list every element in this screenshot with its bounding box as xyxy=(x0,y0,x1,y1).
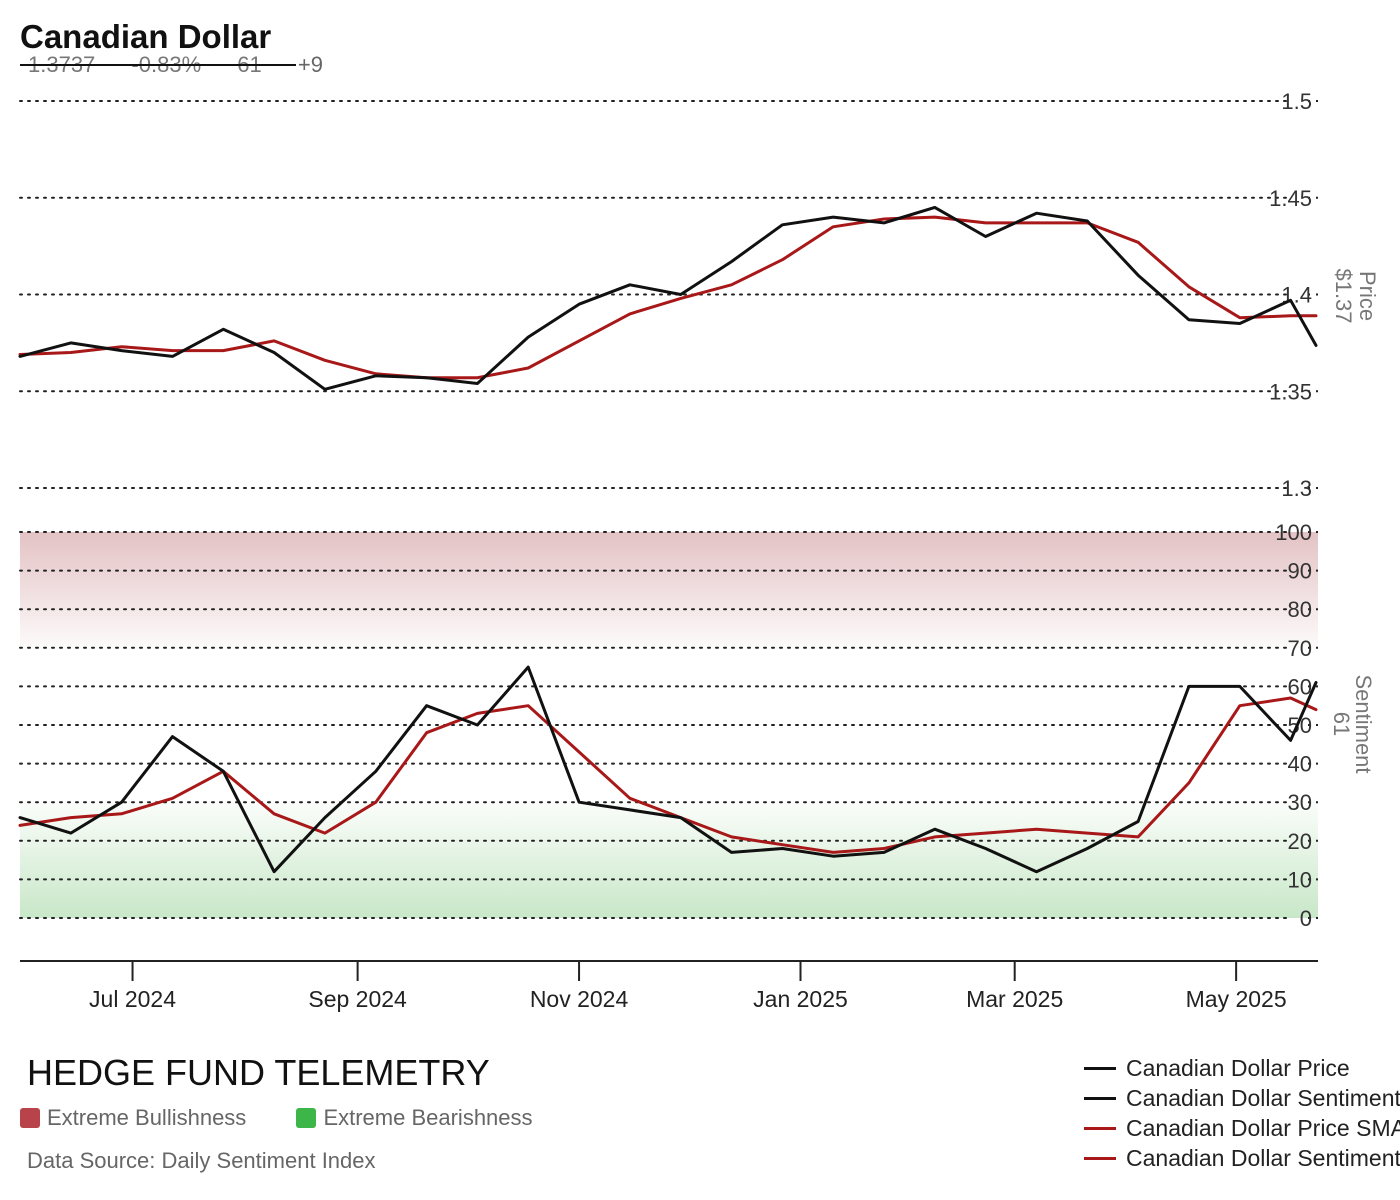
chart-series xyxy=(18,205,1318,874)
x-axis-tick-label: Nov 2024 xyxy=(530,986,629,1012)
price-axis-current-value: $1.37 xyxy=(1331,268,1356,323)
sentiment-axis-current-value: 61 xyxy=(1329,712,1354,736)
x-axis-tick-label: May 2025 xyxy=(1186,986,1287,1012)
legend-item-price-sma[interactable]: Canadian Dollar Price SMA xyxy=(1084,1113,1400,1143)
sentiment-tick-label: 90 xyxy=(1288,559,1312,584)
zone-key-bullish-label: Extreme Bullishness xyxy=(47,1105,247,1130)
extreme-bullish-zone xyxy=(20,532,1318,648)
zone-key-bullish: Extreme Bullishness xyxy=(20,1105,246,1131)
x-axis-tick-label: Mar 2025 xyxy=(966,986,1063,1012)
price-tick-label: 1.35 xyxy=(1269,379,1312,404)
bearish-swatch xyxy=(296,1108,317,1128)
sentiment-tick-label: 60 xyxy=(1288,674,1312,699)
price-tick-label: 1.3 xyxy=(1281,476,1312,501)
legend-line-price-sma xyxy=(1084,1126,1116,1130)
sentiment-tick-label: 30 xyxy=(1288,790,1312,815)
sentiment-gridlines xyxy=(19,531,1318,919)
price-tick-label: 1.5 xyxy=(1281,89,1312,114)
stats-strikethrough xyxy=(20,64,296,66)
price-gridlines xyxy=(19,100,1318,489)
sentiment-tick-label: 80 xyxy=(1288,597,1312,622)
price-axis-ticks: 1.31.351.41.451.5 xyxy=(1269,89,1312,501)
sentiment-tick-label: 40 xyxy=(1288,752,1312,777)
sentiment-tick-label: 70 xyxy=(1288,636,1312,661)
legend: Canadian Dollar Price Canadian Dollar Se… xyxy=(1084,1053,1400,1173)
legend-label-price: Canadian Dollar Price xyxy=(1126,1054,1350,1081)
legend-line-sentiment-sma xyxy=(1084,1156,1116,1160)
brand-name: HEDGE FUND TELEMETRY xyxy=(27,1052,490,1093)
price-tick-label: 1.45 xyxy=(1269,186,1312,211)
stats-row: 1.3737 -0.83% 61 +9 xyxy=(20,52,353,78)
data-source: Data Source: Daily Sentiment Index xyxy=(27,1148,376,1173)
zone-key: Extreme Bullishness Extreme Bearishness xyxy=(20,1105,577,1134)
price-sma-line xyxy=(18,215,1318,380)
zone-key-bearish-label: Extreme Bearishness xyxy=(323,1105,533,1130)
sentiment-axis-label: Sentiment xyxy=(1351,674,1376,773)
legend-line-price xyxy=(1084,1066,1116,1070)
x-axis-tick-label: Jan 2025 xyxy=(753,986,848,1012)
extreme-bearish-zone xyxy=(20,802,1318,918)
price-axis-label: Price xyxy=(1355,271,1380,321)
legend-label-sentiment-sma: Canadian Dollar Sentiment SMA xyxy=(1126,1144,1400,1171)
sentiment-tick-label: 20 xyxy=(1288,829,1312,854)
legend-line-sentiment xyxy=(1084,1096,1116,1100)
legend-item-price[interactable]: Canadian Dollar Price xyxy=(1084,1053,1400,1083)
sentiment-zones xyxy=(20,532,1318,918)
chart-title: Canadian Dollar xyxy=(20,18,272,55)
price-line xyxy=(18,205,1318,391)
sentiment-tick-label: 100 xyxy=(1275,520,1312,545)
stat-sentiment-change: +9 xyxy=(297,52,323,77)
legend-label-price-sma: Canadian Dollar Price SMA xyxy=(1126,1114,1400,1141)
x-axis-tick-label: Sep 2024 xyxy=(308,986,407,1012)
sentiment-tick-label: 0 xyxy=(1300,906,1312,931)
legend-label-sentiment: Canadian Dollar Sentiment xyxy=(1126,1084,1400,1111)
legend-item-sentiment[interactable]: Canadian Dollar Sentiment xyxy=(1084,1083,1400,1113)
sentiment-line xyxy=(18,665,1318,874)
zone-key-bearish: Extreme Bearishness xyxy=(296,1105,533,1131)
x-axis-tick-label: Jul 2024 xyxy=(89,986,176,1012)
sentiment-tick-label: 10 xyxy=(1288,867,1312,892)
legend-item-sentiment-sma[interactable]: Canadian Dollar Sentiment SMA xyxy=(1084,1143,1400,1173)
chart-canvas: 1.31.351.41.451.5 0102030405060708090100… xyxy=(18,89,1380,1012)
bullish-swatch xyxy=(20,1108,40,1128)
x-axis: Jul 2024 Sep 2024 Nov 2024 Jan 2025 Mar 2025… xyxy=(20,960,1318,1012)
